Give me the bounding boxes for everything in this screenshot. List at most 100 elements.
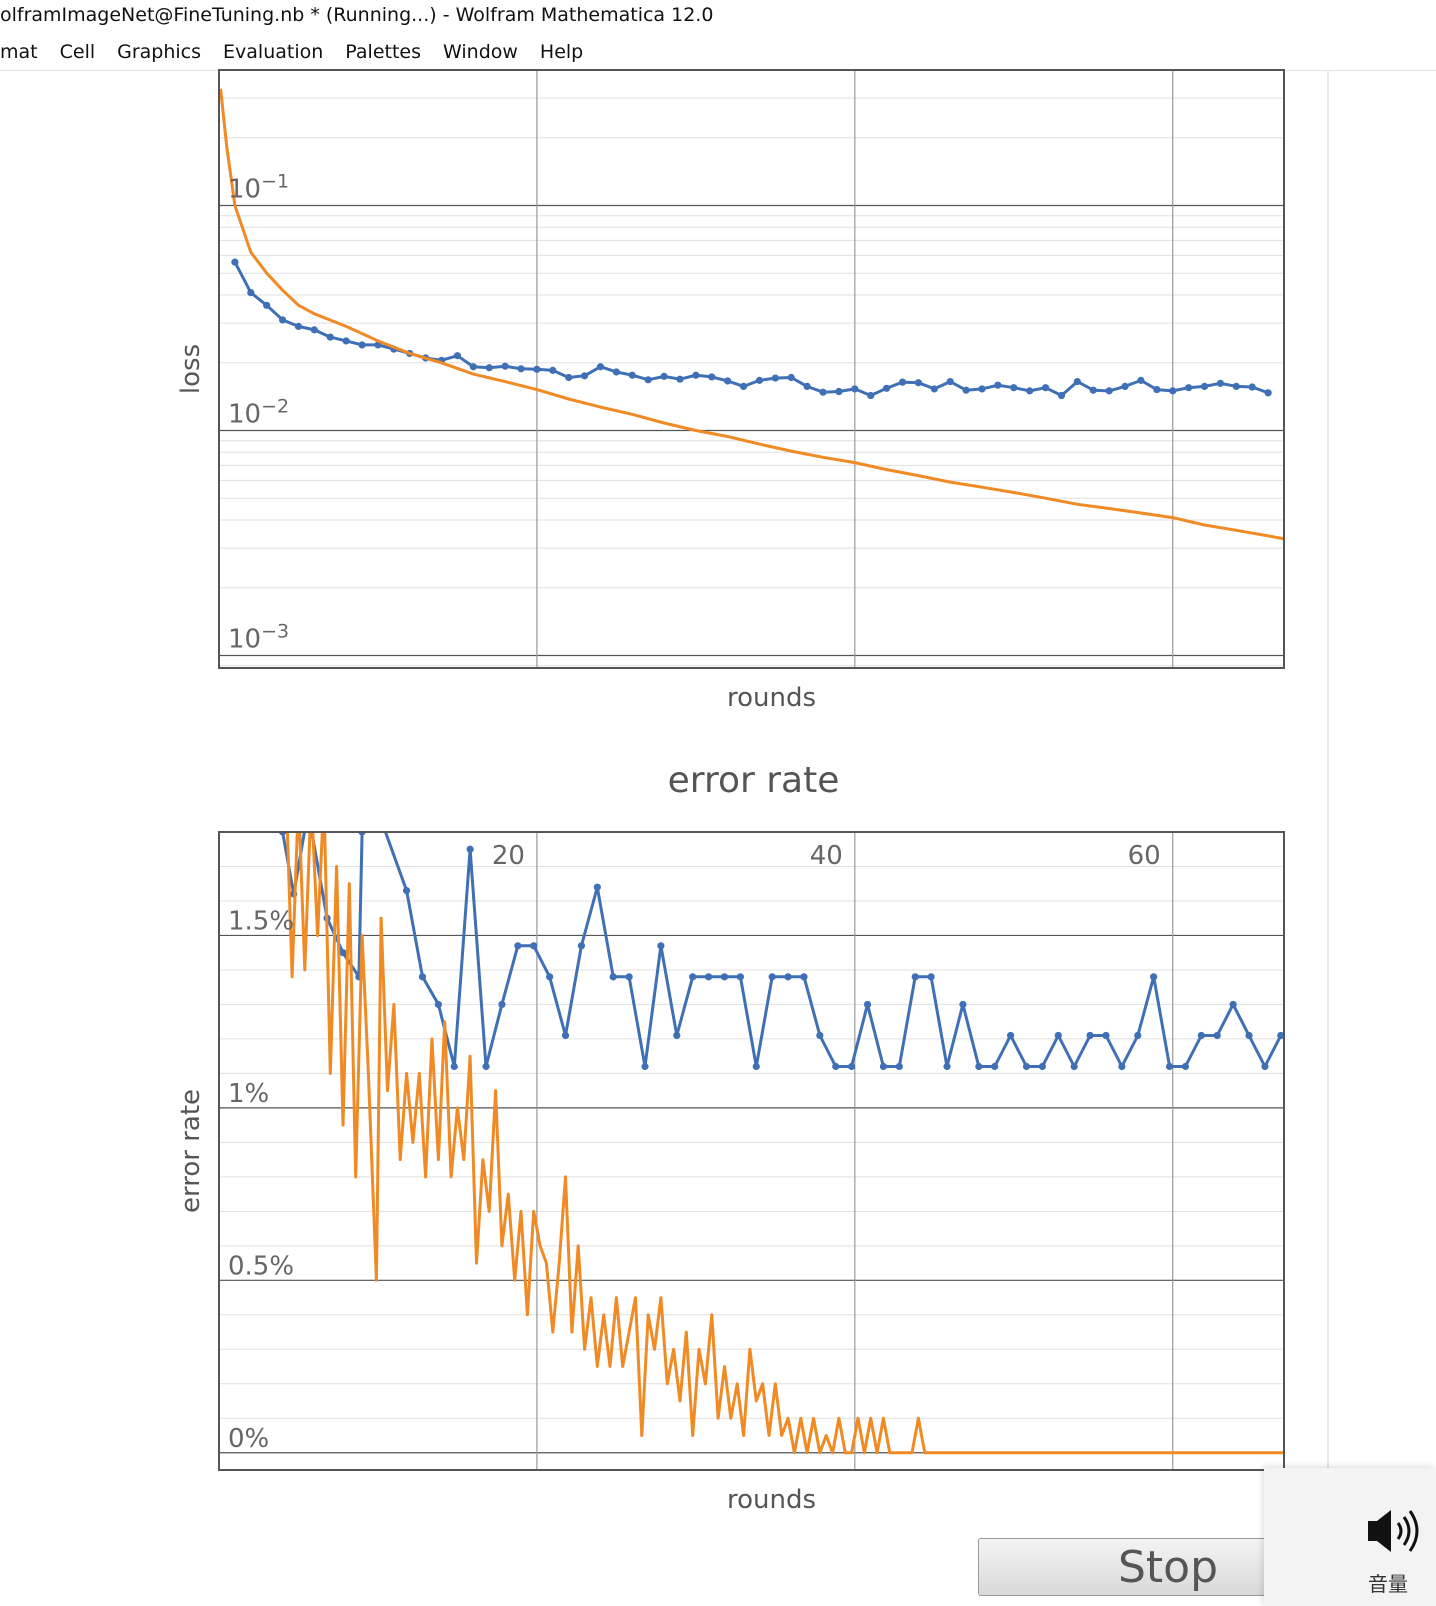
validation-point <box>689 973 697 981</box>
stop-button[interactable]: Stop <box>978 1538 1278 1596</box>
validation-point <box>720 973 729 981</box>
y-tick-label: 10−2 <box>228 395 289 429</box>
y-axis-label: error rate <box>176 1089 206 1213</box>
validation-point <box>546 973 554 981</box>
validation-point <box>978 385 986 393</box>
menu-bar: mat Cell Graphics Evaluation Palettes Window H… <box>0 34 1436 70</box>
validation-point <box>278 316 287 324</box>
validation-point <box>1057 391 1066 400</box>
validation-point <box>898 378 907 386</box>
validation-point <box>803 382 811 391</box>
validation-point <box>1086 1031 1094 1040</box>
plot-area <box>219 70 1284 668</box>
validation-point <box>482 1062 490 1071</box>
validation-point <box>612 368 620 376</box>
menu-item-cell[interactable]: Cell <box>59 41 96 63</box>
menu-item-format[interactable]: mat <box>0 41 38 63</box>
validation-point <box>1041 384 1050 392</box>
validation-point <box>1102 1031 1110 1040</box>
training-series-line <box>219 88 1284 541</box>
validation-point <box>1200 382 1209 391</box>
validation-point <box>374 808 381 815</box>
validation-point <box>657 942 665 950</box>
validation-point <box>1197 1031 1205 1040</box>
validation-point <box>930 385 938 393</box>
x-tick-label: 60 <box>1128 841 1161 871</box>
speaker-icon[interactable] <box>1364 1506 1420 1556</box>
validation-point <box>1153 385 1161 394</box>
validation-point <box>914 379 923 387</box>
validation-point <box>1105 387 1113 395</box>
validation-point <box>863 1000 872 1009</box>
x-tick-label: 20 <box>492 841 525 871</box>
validation-point <box>1229 1000 1237 1009</box>
validation-point <box>358 341 366 349</box>
validation-point <box>304 808 311 815</box>
validation-point <box>517 365 525 373</box>
validation-point <box>561 1031 570 1040</box>
validation-point <box>768 973 776 981</box>
validation-point <box>816 1031 824 1040</box>
y-tick-label: 0.5% <box>228 1251 294 1281</box>
validation-point <box>593 883 601 891</box>
validation-point <box>1073 377 1081 386</box>
validation-point <box>1010 384 1018 392</box>
validation-point <box>1245 1031 1253 1040</box>
validation-point <box>402 887 411 895</box>
chart-1: 1.5% 1% 0.5% 0% 20 40 60 rounds error rate error … <box>176 760 1285 1515</box>
validation-point <box>883 384 891 392</box>
validation-point <box>994 381 1002 389</box>
validation-point <box>708 373 716 381</box>
validation-point <box>1134 1031 1142 1040</box>
window-title: olframImageNet@FineTuning.nb * (Running.… <box>0 0 1436 32</box>
validation-point <box>1054 1031 1062 1040</box>
validation-point <box>848 1062 856 1071</box>
validation-point <box>418 973 427 981</box>
validation-point <box>692 371 700 379</box>
validation-point <box>641 1062 649 1071</box>
validation-point <box>1248 383 1256 391</box>
y-tick-label: 0% <box>228 1424 269 1454</box>
validation-point <box>434 1000 442 1009</box>
validation-point <box>625 973 633 981</box>
validation-point <box>1121 382 1129 391</box>
validation-point <box>1185 384 1193 392</box>
y-tick-label: 10−1 <box>228 170 289 204</box>
validation-point <box>943 1062 951 1071</box>
validation-point <box>1181 1062 1190 1071</box>
validation-point <box>946 377 954 386</box>
validation-point <box>835 387 843 396</box>
validation-point <box>851 385 859 393</box>
validation-point <box>1026 387 1034 395</box>
validation-point <box>867 391 875 400</box>
validation-point <box>530 942 538 950</box>
menu-item-palettes[interactable]: Palettes <box>345 41 421 63</box>
menu-item-help[interactable]: Help <box>539 41 584 63</box>
validation-point <box>1006 1031 1015 1040</box>
validation-point <box>577 942 586 950</box>
validation-point <box>832 1062 840 1071</box>
y-axis-label: loss <box>176 344 206 394</box>
validation-point <box>800 973 808 981</box>
plot-frame <box>218 831 1285 1471</box>
x-tick-label: 40 <box>810 841 843 871</box>
validation-point <box>549 366 557 374</box>
validation-point <box>498 1000 506 1009</box>
validation-point <box>469 363 477 371</box>
validation-point <box>1277 1031 1284 1040</box>
menu-item-window[interactable]: Window <box>443 41 518 63</box>
y-tick-label: 1% <box>228 1079 269 1109</box>
menu-item-graphics[interactable]: Graphics <box>117 41 202 63</box>
validation-point <box>959 1000 967 1009</box>
validation-point <box>1022 1062 1031 1071</box>
validation-point <box>533 365 541 373</box>
validation-series-line <box>233 261 1269 397</box>
validation-point <box>247 289 255 297</box>
validation-point <box>1150 973 1158 981</box>
validation-point <box>466 845 474 853</box>
validation-point <box>294 322 303 331</box>
validation-point <box>231 258 239 266</box>
menu-item-evaluation[interactable]: Evaluation <box>223 41 324 63</box>
validation-point <box>501 362 509 370</box>
